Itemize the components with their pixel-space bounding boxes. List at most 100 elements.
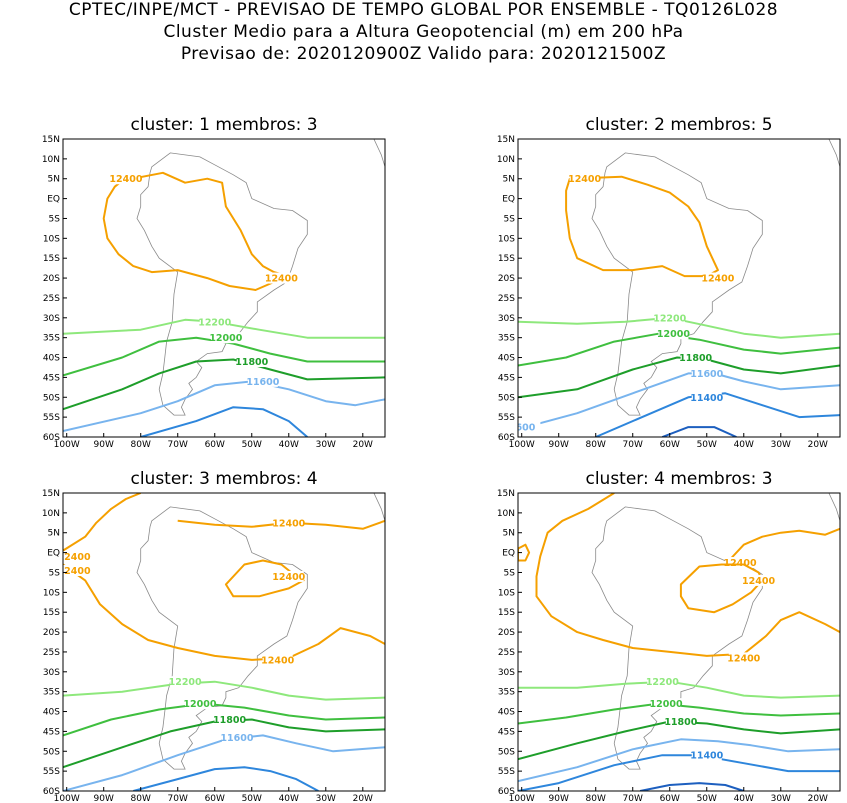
y-tick-label: 15S	[43, 254, 60, 264]
y-tick-label: 40S	[43, 708, 60, 718]
contour-11400	[140, 406, 308, 437]
x-tick-label: 50W	[697, 440, 717, 450]
x-tick-label: 100W	[509, 794, 535, 803]
x-tick-label: 80W	[131, 440, 151, 450]
coastline-africa	[828, 139, 840, 167]
x-tick-label: 30W	[771, 440, 791, 450]
y-tick-label: 25S	[43, 294, 60, 304]
plot-frame	[62, 138, 386, 438]
contour-label: 11800	[213, 715, 246, 726]
contour-label: 12200	[653, 313, 686, 324]
coastline-africa	[373, 493, 385, 521]
y-tick-label: 55S	[498, 413, 515, 423]
contour-label-bg	[680, 352, 711, 364]
panel-4: cluster: 4 membros: 31240012400124001220…	[497, 469, 841, 803]
contour-11600	[518, 738, 840, 783]
panel-title: cluster: 4 membros: 3	[585, 469, 772, 489]
y-tick-label: 15N	[497, 135, 515, 145]
y-tick-label: 25S	[498, 294, 515, 304]
x-tick-label: 30W	[771, 794, 791, 803]
coastline	[591, 152, 763, 416]
y-tick-label: 15N	[497, 489, 515, 499]
y-tick-label: EQ	[502, 549, 515, 559]
contour-12400	[102, 171, 283, 291]
contour-label-bg	[647, 676, 678, 688]
x-tick-label: 80W	[586, 440, 606, 450]
contour-label-bg	[658, 328, 689, 340]
x-tick-label: 20W	[353, 794, 373, 803]
contour-label-bg	[110, 173, 141, 185]
contour-11400	[595, 392, 840, 437]
contour-12200	[518, 316, 840, 339]
panel-title: cluster: 1 membros: 3	[130, 115, 317, 135]
header-line-3: Previsao de: 2020120900Z Valido para: 20…	[180, 44, 667, 64]
contour-12000	[63, 702, 385, 737]
y-tick-label: 5S	[504, 568, 516, 578]
contour-label-bg	[63, 564, 90, 576]
y-tick-label: 30S	[43, 314, 60, 324]
x-tick-label: 100W	[54, 440, 80, 450]
contour-label-bg	[518, 421, 541, 433]
contour-label-bg	[743, 574, 774, 586]
contour-label-bg	[266, 272, 297, 284]
contour-label: 600	[515, 423, 535, 434]
x-tick-label: 60W	[205, 794, 225, 803]
contour-12400	[565, 175, 719, 278]
contour-label-bg	[210, 332, 241, 344]
contour-label: 12200	[169, 677, 202, 688]
contour-12400	[535, 493, 840, 657]
contour-label: 11600	[690, 369, 723, 380]
contour-label-bg	[725, 557, 756, 569]
y-tick-label: 10N	[42, 509, 60, 519]
contour-11400	[133, 766, 319, 791]
x-tick-label: 90W	[549, 794, 569, 803]
coastline	[136, 506, 308, 770]
y-tick-label: 60S	[43, 787, 60, 797]
x-tick-label: 90W	[549, 440, 569, 450]
y-tick-label: 15N	[42, 135, 60, 145]
y-tick-label: 5S	[49, 568, 61, 578]
panel-3: cluster: 3 membros: 4 12400 12400 12400 1240…	[42, 469, 386, 803]
contour-label-bg	[236, 356, 267, 368]
y-tick-label: 10N	[497, 509, 515, 519]
y-tick-label: 20S	[498, 274, 515, 284]
plot-frame	[62, 492, 386, 792]
contour-label-bg	[569, 173, 600, 185]
y-tick-label: 40S	[498, 354, 515, 364]
x-tick-label: 50W	[242, 794, 262, 803]
y-tick-label: 5N	[503, 175, 515, 185]
contour-label: 12400	[261, 655, 294, 666]
x-tick-label: 40W	[734, 794, 754, 803]
contour-label: 11800	[679, 353, 712, 364]
y-tick-label: 5N	[48, 175, 60, 185]
contour-label: 12000	[650, 699, 683, 710]
contour-label: 12200	[198, 317, 231, 328]
x-tick-label: 40W	[279, 440, 299, 450]
coastline	[591, 506, 763, 770]
x-tick-label: 40W	[734, 440, 754, 450]
contour-11600	[63, 380, 385, 432]
contour-label: 11600	[246, 377, 279, 388]
y-tick-label: 30S	[43, 668, 60, 678]
panel-title: cluster: 3 membros: 4	[130, 469, 317, 489]
y-tick-label: 55S	[43, 767, 60, 777]
contour-12200	[518, 680, 840, 699]
contour-label: 12400	[727, 653, 760, 664]
y-tick-label: 45S	[43, 727, 60, 737]
header-line-1: CPTEC/INPE/MCT - PREVISAO DE TEMPO GLOBA…	[68, 0, 779, 20]
y-tick-label: 30S	[498, 668, 515, 678]
y-tick-label: 45S	[498, 727, 515, 737]
contour-label: 11800	[235, 357, 268, 368]
x-tick-label: 50W	[697, 794, 717, 803]
contour-label-bg	[247, 375, 278, 387]
contour-label: 12400	[58, 552, 91, 563]
x-tick-label: 60W	[205, 440, 225, 450]
x-tick-label: 100W	[54, 794, 80, 803]
contour-label-bg	[702, 272, 733, 284]
contour-11800	[63, 358, 385, 411]
y-tick-label: 35S	[498, 688, 515, 698]
contour-12400	[63, 493, 142, 552]
contour-label: 12400	[742, 576, 775, 587]
contour-11400	[518, 754, 840, 791]
